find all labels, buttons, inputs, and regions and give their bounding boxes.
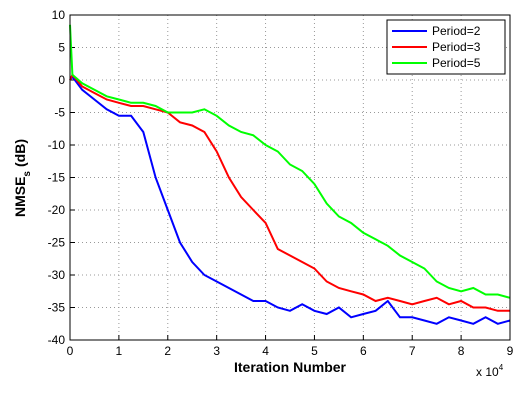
y-tick-label: -5 — [54, 106, 65, 120]
y-tick-label: -30 — [48, 268, 66, 282]
y-tick-label: 0 — [58, 73, 65, 87]
series-line — [69, 24, 511, 299]
y-tick-label: -10 — [48, 138, 66, 152]
x-tick-label: 5 — [311, 344, 318, 358]
x-multiplier-base: x 10 — [476, 365, 499, 379]
x-tick-label: 9 — [507, 344, 514, 358]
x-multiplier-exp: 4 — [499, 363, 504, 372]
x-axis-label: Iteration Number — [234, 359, 347, 375]
y-tick-label: 5 — [58, 41, 65, 55]
x-tick-label: 8 — [458, 344, 465, 358]
y-tick-label: -35 — [48, 301, 66, 315]
y-tick-label: -20 — [48, 203, 66, 217]
x-tick-label: 4 — [262, 344, 269, 358]
x-multiplier: x 104 — [476, 363, 504, 379]
plot-frame — [69, 14, 511, 341]
y-tick-label: 10 — [52, 8, 66, 22]
y-tick-label: -15 — [48, 171, 66, 185]
legend-label: Period=3 — [432, 40, 481, 54]
x-tick-label: 7 — [409, 344, 416, 358]
x-tick-label: 1 — [116, 344, 123, 358]
y-axis-label: NMSEs (dB) — [12, 139, 33, 217]
legend-label: Period=2 — [432, 24, 481, 38]
series-line — [69, 72, 510, 312]
y-label-unit: (dB) — [12, 139, 28, 167]
y-label-main: NMSE — [12, 177, 28, 217]
x-tick-label: 0 — [67, 344, 74, 358]
x-tick-label: 6 — [360, 344, 367, 358]
y-label-sub: s — [22, 171, 33, 177]
y-tick-label: -40 — [48, 333, 66, 347]
series-line — [69, 75, 511, 325]
x-tick-label: 3 — [213, 344, 220, 358]
x-tick-label: 2 — [164, 344, 171, 358]
y-tick-label: -25 — [48, 236, 66, 250]
legend-label: Period=5 — [432, 56, 481, 70]
